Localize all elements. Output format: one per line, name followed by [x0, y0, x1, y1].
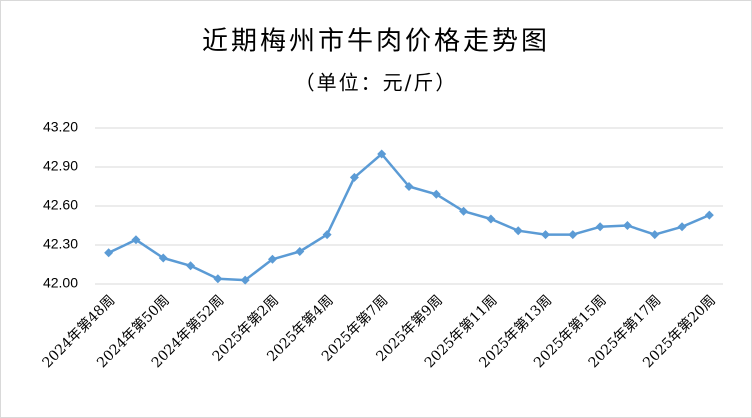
marker	[704, 210, 714, 220]
marker	[213, 274, 223, 284]
marker	[568, 230, 578, 240]
y-tick-label: 42.00	[43, 275, 78, 291]
marker	[486, 214, 496, 224]
marker	[349, 172, 359, 182]
marker	[322, 230, 332, 240]
marker	[104, 248, 114, 258]
marker	[513, 226, 523, 236]
marker	[459, 206, 469, 216]
marker	[158, 253, 168, 263]
marker	[431, 189, 441, 199]
chart-subtitle: （单位：元/斤）	[295, 71, 458, 95]
marker	[622, 221, 632, 230]
marker	[404, 182, 414, 191]
marker	[541, 230, 551, 240]
marker	[295, 247, 305, 256]
marker	[186, 261, 196, 271]
y-tick-label: 42.60	[43, 197, 78, 213]
marker	[677, 222, 687, 232]
marker	[267, 254, 277, 264]
marker	[131, 235, 141, 245]
marker	[595, 222, 605, 232]
marker	[240, 275, 250, 285]
chart-title: 近期梅州市牛肉价格走势图	[202, 27, 550, 57]
marker	[650, 230, 660, 240]
y-tick-label: 42.30	[43, 236, 78, 252]
y-tick-label: 42.90	[43, 158, 78, 174]
marker	[377, 149, 387, 159]
y-tick-label: 43.20	[43, 119, 78, 135]
